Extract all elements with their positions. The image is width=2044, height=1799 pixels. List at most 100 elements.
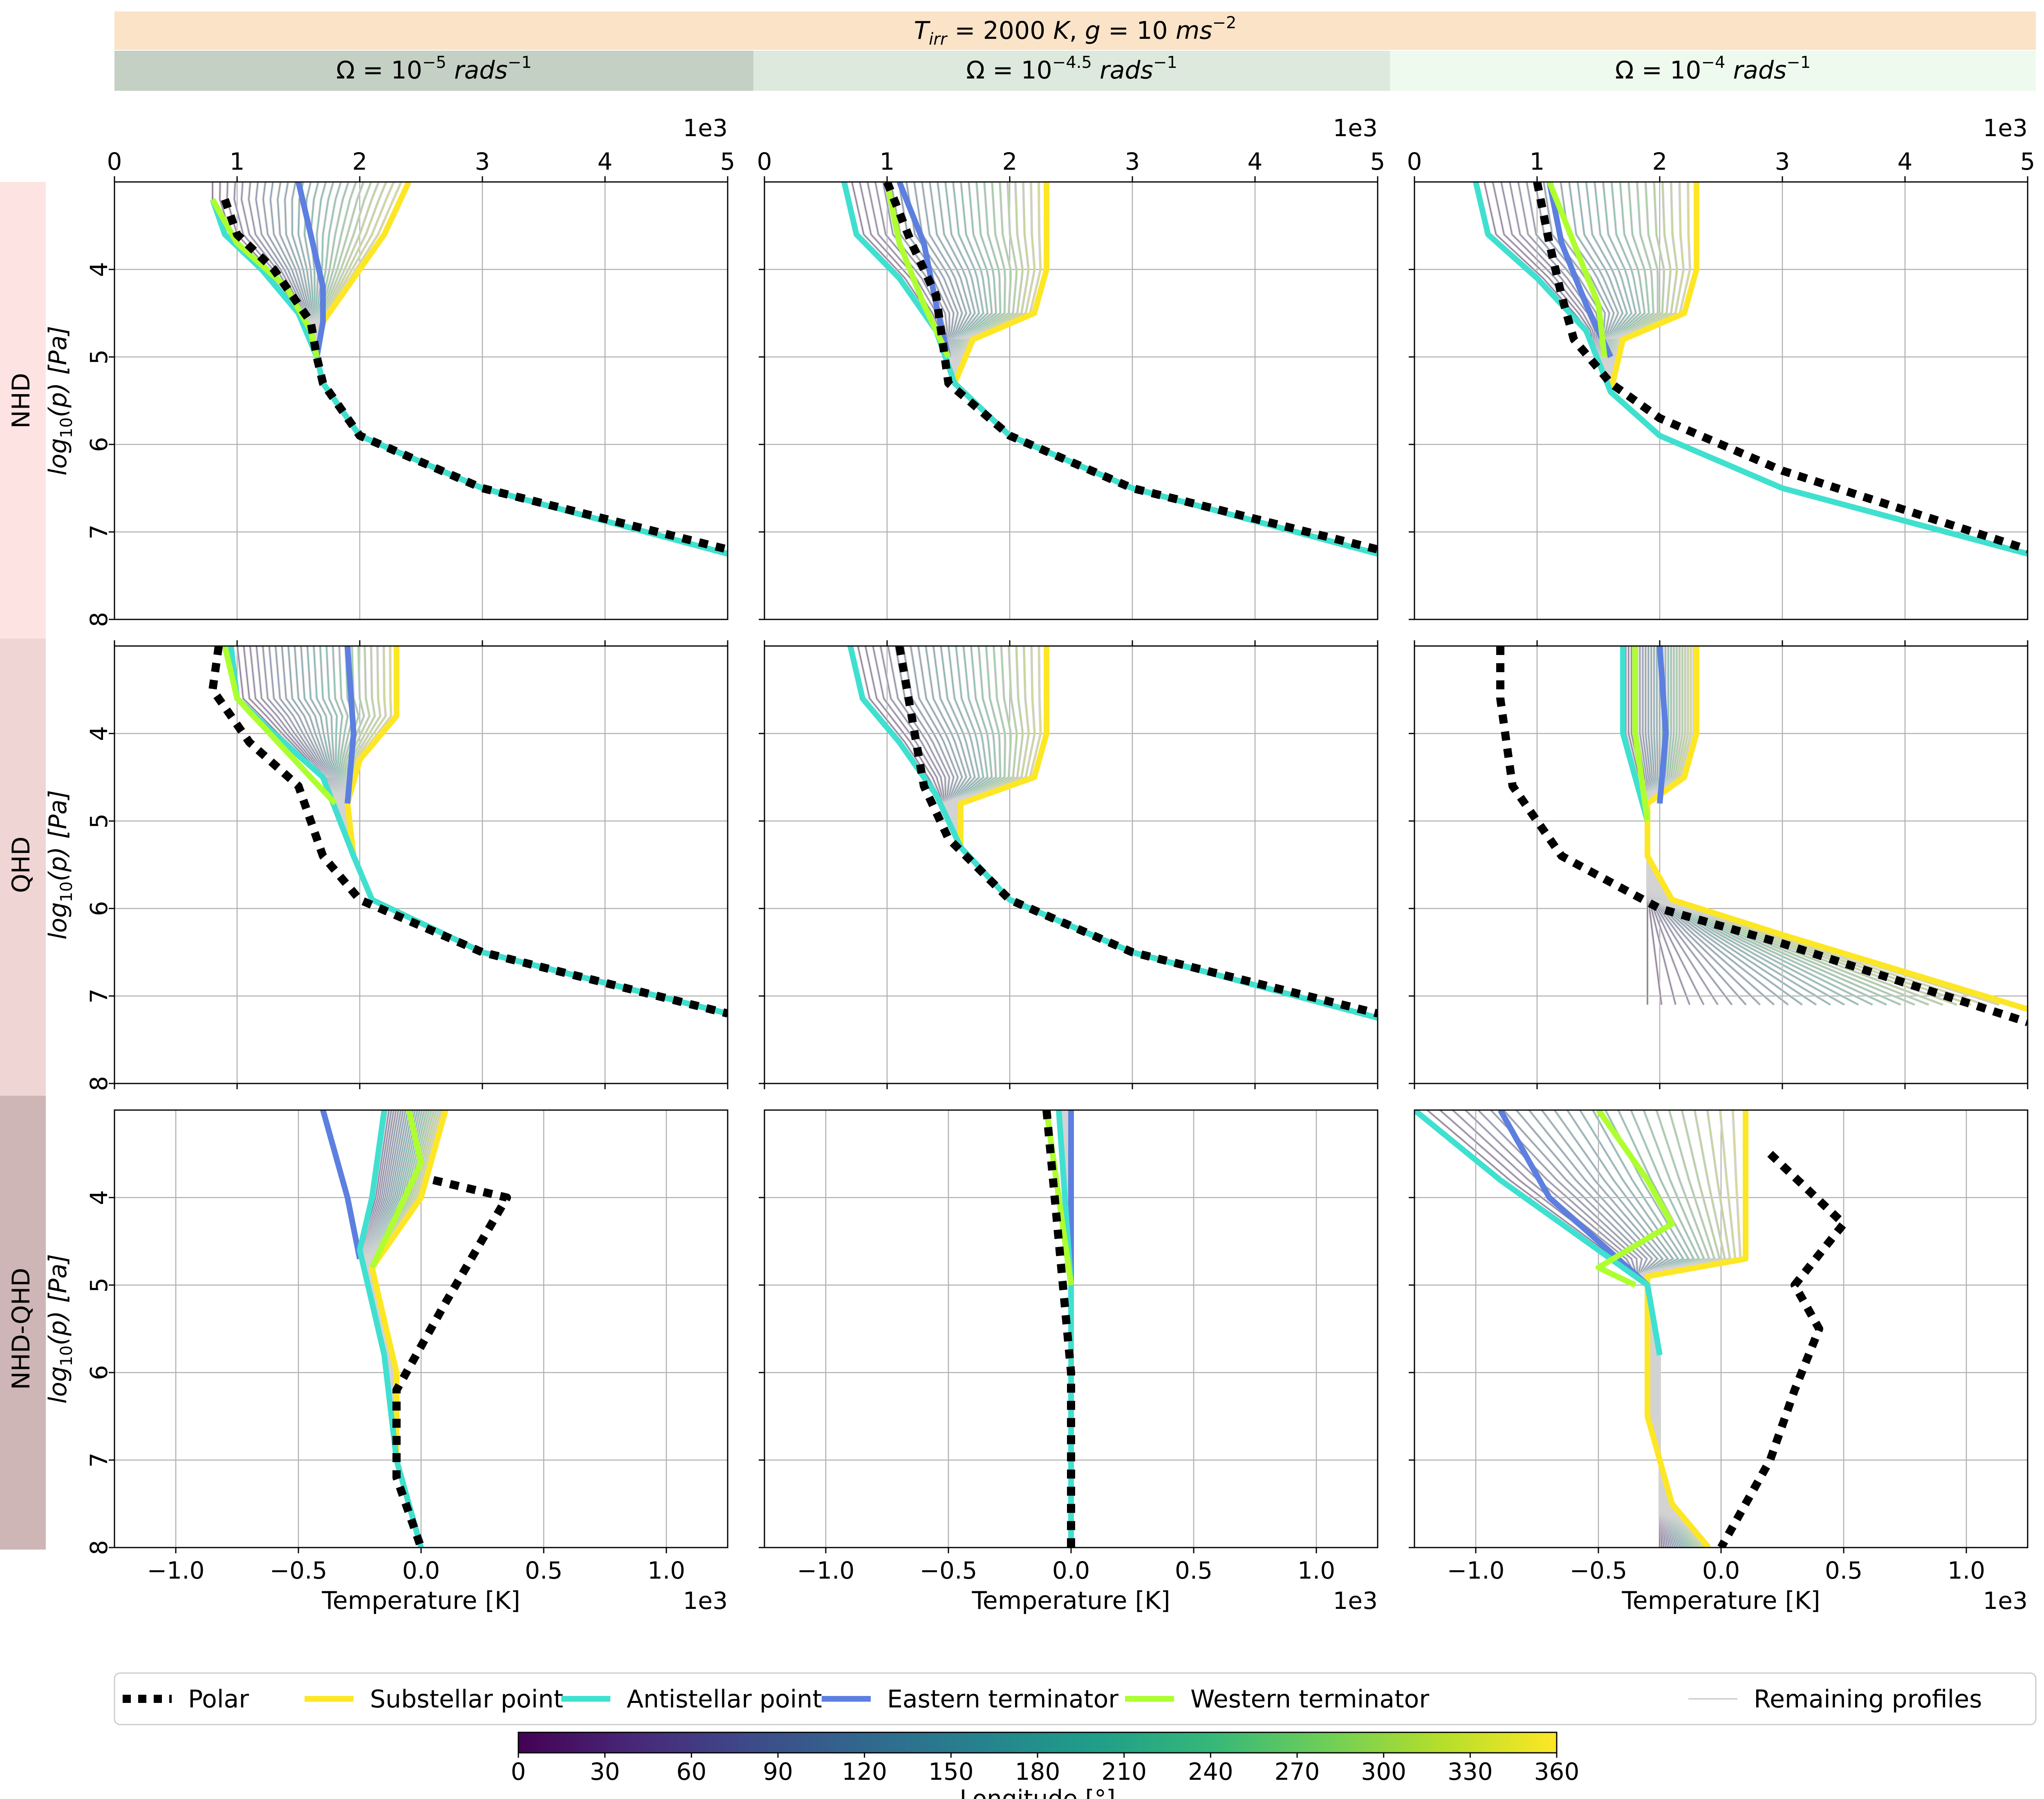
omega-unit-exponent: −1 xyxy=(508,53,532,72)
remaining-profile xyxy=(249,646,728,1015)
series-polar xyxy=(1496,646,2028,1026)
y-label-log: log xyxy=(44,902,72,940)
column-header-label: Ω = 10−4.5 rads−1 xyxy=(966,53,1177,85)
longitude-profile xyxy=(895,646,1362,1014)
plot-area xyxy=(1473,182,2028,557)
row-band xyxy=(0,1096,46,1550)
y-label-log: log xyxy=(44,438,72,476)
panel: 4 5 6 7 8 log10(p) [Pa] xyxy=(44,640,728,1091)
y-axis-label: log10(p) [Pa] xyxy=(44,1254,76,1404)
legend-item-label: Antistellar point xyxy=(627,1685,822,1714)
series-eastern-terminator xyxy=(296,182,326,358)
series-polar xyxy=(883,182,1378,554)
x-tick-label: 0.0 xyxy=(402,1557,440,1584)
plot-area xyxy=(841,182,1378,557)
legend-box xyxy=(114,1672,2037,1725)
series-eastern-terminator xyxy=(1546,182,1614,358)
x-tick-label: 5 xyxy=(720,148,735,175)
title-eq-g: = 10 xyxy=(1100,16,1176,45)
remaining-profile xyxy=(1452,1110,1667,1548)
row-labels: NHD QHD NHD-QHD xyxy=(0,182,46,1550)
x-tick-label: 0.5 xyxy=(1175,1557,1213,1584)
x-tick-label: 3 xyxy=(475,148,490,175)
header-title: Tirr = 2000 K, g = 10 ms−2 xyxy=(914,13,1237,49)
remaining-profile xyxy=(242,646,728,1015)
series-antistellar-point xyxy=(1414,1110,1663,1356)
column-header-band xyxy=(753,51,1390,91)
y-tick-label: 5 xyxy=(85,350,113,365)
remaining-profile xyxy=(269,182,712,551)
title-g: g xyxy=(1085,16,1100,45)
remaining-profile xyxy=(343,646,728,1015)
x-tick-label: 2 xyxy=(1002,148,1018,175)
plot-area xyxy=(1042,1110,1075,1548)
omega-symbol: Ω = 10 xyxy=(336,56,422,85)
colorbar-tick-label: 360 xyxy=(1534,1758,1580,1786)
colorbar-label: Longitude [°] xyxy=(959,1785,1115,1799)
remaining-profile xyxy=(1568,182,2012,551)
y-tick-label: 7 xyxy=(85,525,113,540)
x-axis-label: Temperature [K] xyxy=(1621,1586,1820,1615)
omega-exponent: −4 xyxy=(1701,53,1725,72)
longitude-profile xyxy=(249,646,728,1014)
remaining-profile xyxy=(345,646,728,1015)
longitude-profile xyxy=(1560,182,2012,550)
legend-item-label: Eastern terminator xyxy=(887,1685,1118,1714)
omega-symbol: Ω = 10 xyxy=(966,56,1052,85)
longitude-profile xyxy=(313,646,728,1014)
remaining-profile xyxy=(346,646,728,1015)
series-antistellar-point xyxy=(1620,646,1650,822)
y-tick-label: 5 xyxy=(85,1278,113,1293)
colorbar-tick-label: 210 xyxy=(1101,1758,1147,1786)
longitude-profile xyxy=(1569,182,2012,550)
x-tick-label: 4 xyxy=(1898,148,1913,175)
remaining-profile xyxy=(319,646,728,1015)
y-tick-label: 8 xyxy=(85,1540,113,1555)
series-eastern-terminator xyxy=(1657,646,1669,804)
x-tick-label: −0.5 xyxy=(920,1557,977,1584)
colorbar-tick-label: 240 xyxy=(1188,1758,1233,1786)
axes-frame xyxy=(764,645,1378,1084)
longitude-profile xyxy=(852,182,1362,550)
longitude-profile xyxy=(262,182,712,550)
row-band xyxy=(0,639,46,1096)
series-polar xyxy=(895,646,1378,1018)
x-axis-label: Temperature [K] xyxy=(321,1586,520,1615)
legend-item-label: Western terminator xyxy=(1190,1685,1429,1714)
remaining-profile xyxy=(866,182,1362,551)
series-western-terminator xyxy=(1632,646,1650,821)
omega-symbol: Ω = 10 xyxy=(1615,56,1701,85)
row-label: NHD-QHD xyxy=(7,1268,36,1390)
series-western-terminator xyxy=(884,182,951,358)
column-headers: Ω = 10−5 rads−1 Ω = 10−4.5 rads−1 Ω = 10−4… xyxy=(114,51,2036,91)
row-label: NHD xyxy=(7,373,36,428)
longitude-profile xyxy=(320,646,728,1014)
series-western-terminator xyxy=(1596,1110,1675,1288)
axes-frame xyxy=(764,181,1378,620)
title-exp: −2 xyxy=(1213,13,1237,32)
title-ms: ms xyxy=(1176,16,1213,45)
x-axis-label: Temperature [K] xyxy=(971,1586,1170,1615)
y-tick-label: 8 xyxy=(85,612,113,627)
longitude-profile xyxy=(326,646,728,1014)
plot-area xyxy=(210,182,728,557)
longitude-profile xyxy=(867,182,1362,550)
omega-exponent: −4.5 xyxy=(1052,53,1092,72)
longitude-profile xyxy=(342,646,728,1014)
remaining-profile xyxy=(343,646,728,1015)
x-tick-label: 5 xyxy=(2020,148,2035,175)
x-tick-label: 1 xyxy=(230,148,245,175)
column-header-label: Ω = 10−4 rads−1 xyxy=(1615,53,1811,85)
remaining-profile xyxy=(341,646,728,1015)
panel: 4 5 6 7 8 −1.0 −0.5 0.0 0.5 1.0 Temperature [K] 1e3… xyxy=(44,1109,728,1615)
legend-item-label: Substellar point xyxy=(370,1685,563,1714)
y-label-sub: 10 xyxy=(57,882,76,902)
longitude-profile xyxy=(345,646,728,1014)
series-eastern-terminator xyxy=(345,646,356,804)
longitude-profile xyxy=(346,646,728,1014)
series-polar xyxy=(1533,182,2028,554)
x-scale-label: 1e3 xyxy=(1983,1587,2028,1615)
series-polar xyxy=(221,198,728,554)
longitude-profile xyxy=(1475,182,2012,550)
